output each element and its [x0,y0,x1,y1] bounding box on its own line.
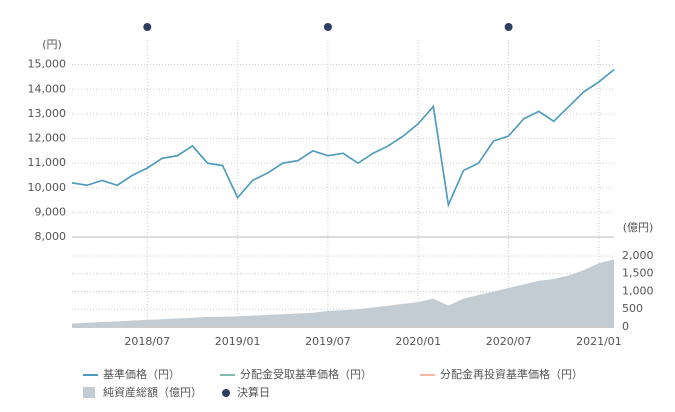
y-axis-label: (円) [42,38,62,51]
price-line [71,68,615,208]
y2-tick-label: 0 [622,320,629,333]
settlement-marker [504,23,513,31]
y2-tick-label: 2,000 [622,249,654,262]
x-tick-label: 2021/01 [576,335,622,348]
y2-tick-label: 500 [622,302,643,315]
legend-label: 基準価格（円） [103,367,180,381]
settlement-marker [323,23,332,31]
x-tick-label: 2018/07 [124,335,170,348]
y-tick-label: 14,000 [28,82,67,95]
legend-swatch [83,387,95,398]
settlement-marker [143,23,152,31]
legend-swatch [222,389,230,397]
y-tick-label: 12,000 [28,132,67,145]
legend-label: 分配金再投資基準価格（円） [440,367,583,381]
y-tick-label: 15,000 [28,58,67,71]
x-tick-label: 2019/01 [215,335,261,348]
y2-tick-label: 1,500 [622,267,654,280]
x-tick-label: 2019/07 [305,335,351,348]
y-tick-label: 10,000 [28,181,67,194]
legend-label: 決算日 [237,385,270,399]
y2-tick-label: 1,000 [622,284,654,297]
net-assets-area [72,259,614,327]
y-tick-label: 13,000 [28,107,67,120]
y2-axis-label: (億円) [623,221,654,234]
y-tick-label: 11,000 [28,156,67,169]
x-tick-label: 2020/01 [395,335,441,348]
price-line [71,68,615,208]
legend-label: 純資産総額（億円） [103,385,202,399]
y-tick-label: 8,000 [35,230,67,243]
y-tick-label: 9,000 [35,205,67,218]
x-tick-label: 2020/07 [486,335,532,348]
legend-label: 分配金受取基準価格（円） [240,367,372,381]
price-line [71,68,615,208]
